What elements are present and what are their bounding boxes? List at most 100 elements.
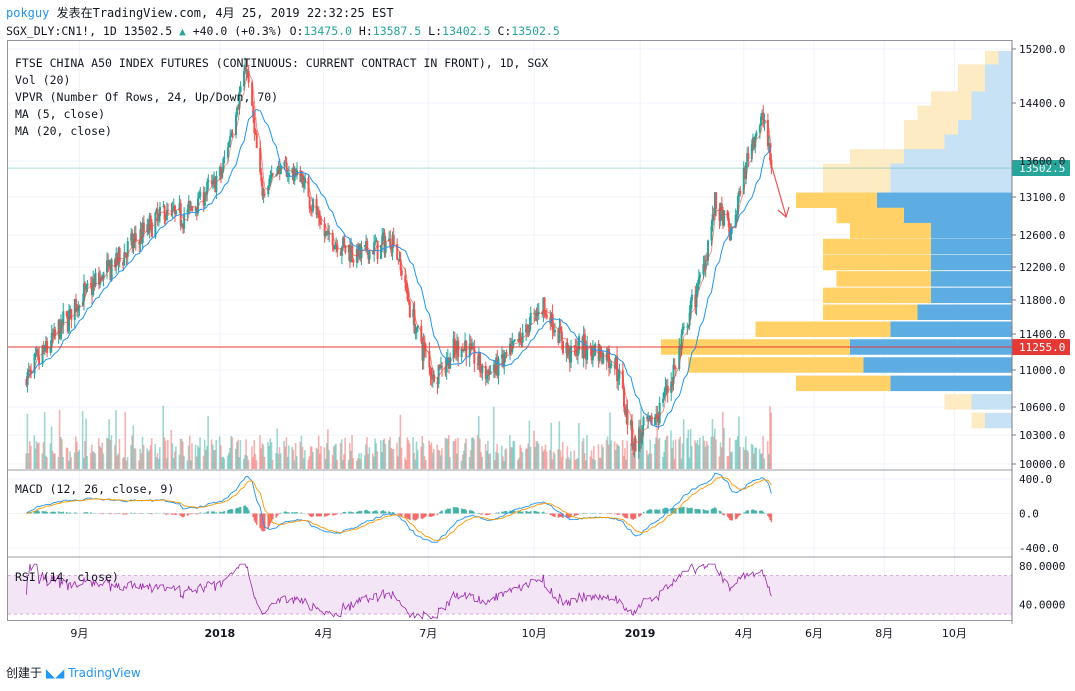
created-with-label: 创建于 <box>6 666 43 680</box>
candle-body <box>156 208 159 221</box>
candle-body <box>711 214 714 226</box>
volume-bar <box>91 444 93 469</box>
rsi-label[interactable]: RSI (14, close) <box>15 570 119 584</box>
macd-histogram-bar <box>711 508 714 514</box>
volume-bar <box>392 449 395 469</box>
macd-histogram-bar <box>432 513 434 517</box>
macd-histogram-bar <box>574 513 577 516</box>
volume-bar <box>476 435 479 469</box>
volume-bar <box>519 444 521 469</box>
macd-histogram-bar <box>409 513 411 520</box>
volume-bar <box>348 443 351 469</box>
macd-histogram-bar <box>140 513 143 515</box>
candle-body <box>626 409 629 426</box>
volume-bar <box>391 449 394 469</box>
macd-histogram-bar <box>270 513 273 522</box>
macd-histogram-bar <box>686 507 689 514</box>
time-axis[interactable]: 9月 2018 4月 7月 10月 2019 4月 6月 8月 10月 <box>70 627 967 640</box>
candle-body <box>739 190 742 194</box>
candle-body <box>663 391 666 399</box>
candle-body <box>728 227 731 240</box>
author-link[interactable]: pokguy <box>6 6 50 20</box>
macd-histogram-bar <box>323 513 326 517</box>
volume-bar <box>617 444 619 469</box>
volume-bar <box>182 441 184 469</box>
chart-canvas[interactable]: 11255.0 13502.5 15200.0 14400.0 13600.0 1310… <box>0 40 1075 660</box>
macd-tick-label: 400.0 <box>1019 473 1052 486</box>
macd-histogram-bar <box>485 513 487 516</box>
candle-body <box>190 206 193 208</box>
macd-histogram-bar <box>373 510 375 514</box>
volume-bar <box>424 460 427 469</box>
volume-bar <box>753 453 755 469</box>
volume-bar <box>54 453 56 469</box>
candle-body <box>641 425 644 438</box>
volume-bar <box>444 437 447 469</box>
macd-histogram-bar <box>657 510 660 514</box>
macd-histogram-bar <box>182 513 184 518</box>
macd-histogram-bar <box>194 513 197 515</box>
volume-bar <box>468 457 471 469</box>
vp-down-row <box>944 134 1012 151</box>
macd-histogram-bar <box>252 513 255 518</box>
macd-histogram-bar <box>554 513 556 517</box>
volume-bar <box>584 460 587 469</box>
time-tick-label: 2018 <box>205 627 236 640</box>
indicator-vpvr[interactable]: VPVR (Number Of Rows, 24, Up/Down, 70) <box>15 90 278 104</box>
volume-bar <box>452 441 455 469</box>
vp-down-row <box>931 238 1012 255</box>
indicator-ma5[interactable]: MA (5, close) <box>15 107 105 121</box>
candle-body <box>66 316 69 332</box>
vp-down-row <box>931 271 1012 287</box>
volume-bar <box>230 435 232 469</box>
macd-histogram-bar <box>461 508 464 514</box>
indicator-ma20[interactable]: MA (20, close) <box>15 124 112 138</box>
macd-histogram-bar <box>681 506 684 514</box>
candle-body <box>407 299 410 302</box>
low-label: L: <box>428 24 443 38</box>
macd-histogram-bar <box>646 510 648 514</box>
candle-body <box>117 248 120 264</box>
volume-bar <box>686 437 688 469</box>
candle-body <box>285 162 288 177</box>
volume-bar <box>237 439 239 469</box>
vp-up-row <box>823 177 891 194</box>
candle-body <box>178 203 181 211</box>
volume-bar <box>735 439 738 469</box>
volume-bar <box>180 438 183 469</box>
indicator-vol[interactable]: Vol (20) <box>15 73 70 87</box>
volume-bar <box>271 459 274 469</box>
candle-body <box>191 206 194 211</box>
macd-label[interactable]: MACD (12, 26, close, 9) <box>15 482 174 496</box>
price-axis[interactable]: 15200.0 14400.0 13600.0 13100.0 12600.0 12200… <box>1012 43 1065 611</box>
candle-body <box>584 350 587 360</box>
horizontal-line[interactable]: 11255.0 13502.5 <box>8 160 1070 356</box>
macd-histogram-bar <box>191 513 194 515</box>
candle-body <box>747 153 750 160</box>
volume-bar <box>93 452 95 469</box>
candle-body <box>413 309 416 333</box>
candle-body <box>182 223 185 229</box>
macd-histogram-bar <box>663 508 666 514</box>
candle-body <box>766 120 769 146</box>
volume-bar <box>118 438 121 469</box>
volume-bar <box>132 425 135 469</box>
macd-histogram-bar <box>293 512 296 514</box>
candle-body <box>164 219 167 221</box>
tradingview-brand-link[interactable]: TradingView <box>68 666 141 680</box>
volume-bar <box>720 447 723 469</box>
candle-body <box>704 259 707 270</box>
macd-histogram-bar <box>388 511 390 514</box>
candle-body <box>513 339 516 342</box>
macd-histogram-bar <box>246 507 249 514</box>
macd-histogram-bar <box>535 511 538 514</box>
macd-histogram-bar <box>255 513 258 525</box>
volume-bar <box>598 457 601 469</box>
candle-body <box>27 369 30 372</box>
volume-bar <box>299 441 302 469</box>
candle-body <box>566 342 569 356</box>
macd-histogram-bar <box>739 513 742 515</box>
candle-body <box>134 233 137 243</box>
macd-histogram-bar <box>463 509 465 514</box>
candle-body <box>537 311 540 313</box>
